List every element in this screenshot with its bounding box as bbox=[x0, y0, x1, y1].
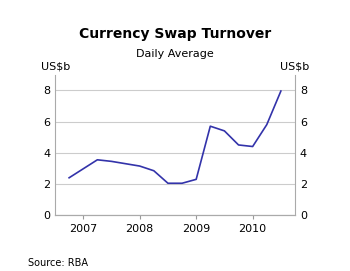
Text: US$b: US$b bbox=[41, 62, 70, 72]
Text: Currency Swap Turnover: Currency Swap Turnover bbox=[79, 27, 271, 41]
Text: Daily Average: Daily Average bbox=[136, 49, 214, 59]
Text: Source: RBA: Source: RBA bbox=[28, 258, 88, 268]
Text: US$b: US$b bbox=[280, 62, 309, 72]
